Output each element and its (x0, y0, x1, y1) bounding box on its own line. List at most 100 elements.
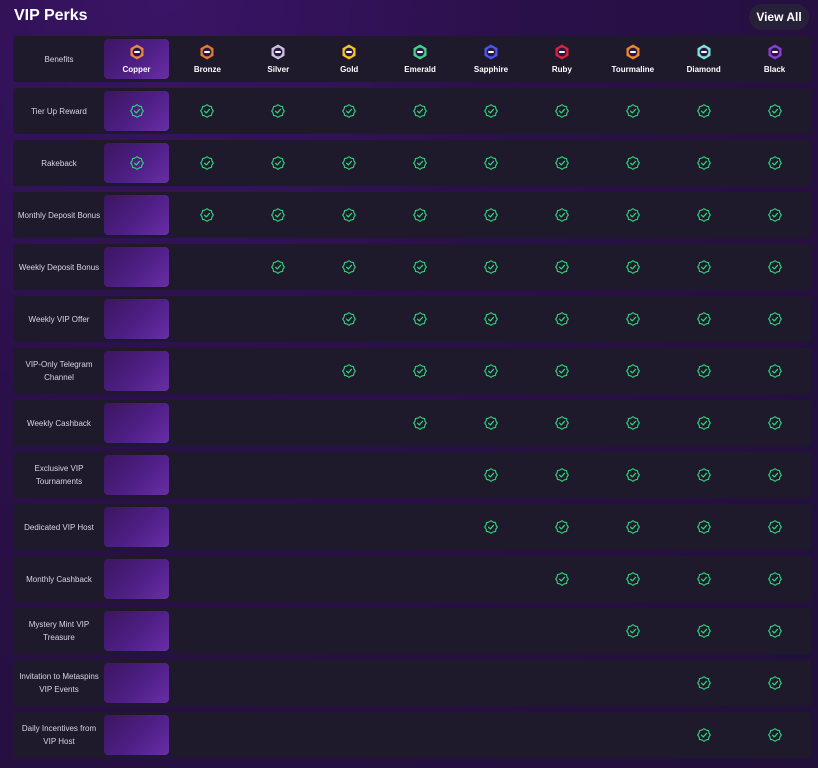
tier-name: Sapphire (473, 65, 509, 74)
perk-cell-black (739, 608, 810, 654)
tourmaline-badge-icon (626, 44, 640, 60)
perk-cell-black (739, 192, 810, 238)
table-row: Tier Up Reward (13, 88, 811, 134)
check-badge-icon (271, 104, 286, 118)
table-header-row: Benefits Copper Bronze Silver Gold Emerald Sa… (13, 36, 811, 82)
perk-cell-ruby (526, 556, 597, 602)
check-badge-icon (625, 364, 640, 378)
perk-cell-tourmaline (597, 452, 668, 498)
perk-cell-sapphire (456, 452, 527, 498)
perk-cell-tourmaline (597, 88, 668, 134)
check-badge-icon (696, 416, 711, 430)
perk-cell-ruby (526, 244, 597, 290)
check-badge-icon (484, 156, 498, 170)
check-badge-icon (555, 364, 569, 378)
perk-cell-tourmaline (597, 192, 668, 238)
perk-cell-diamond (668, 244, 739, 290)
black-badge-icon (768, 44, 782, 60)
check-badge-icon (200, 104, 215, 118)
benefits-column-header: Benefits (44, 54, 74, 64)
perk-cell-emerald (385, 192, 456, 238)
perk-cell-ruby (526, 504, 597, 550)
check-badge-icon (767, 468, 782, 482)
check-badge-icon (555, 468, 569, 482)
check-badge-icon (413, 104, 427, 118)
copper-column-highlight (104, 299, 169, 339)
check-badge-icon (696, 312, 711, 326)
table-row: Exclusive VIP Tournaments (13, 452, 811, 498)
check-badge-icon (342, 156, 357, 170)
tier-column-gold: Gold (314, 36, 385, 82)
check-badge-icon (555, 520, 569, 534)
copper-column-highlight (104, 663, 169, 703)
check-badge-icon (342, 208, 357, 222)
perk-cell-black (739, 348, 810, 394)
emerald-badge-icon (413, 44, 427, 60)
view-all-button[interactable]: View All (749, 4, 809, 30)
benefit-label: Monthly Cashback (26, 574, 92, 584)
check-badge-icon (696, 208, 711, 222)
copper-column-highlight (104, 403, 169, 443)
benefit-label: Weekly Deposit Bonus (18, 262, 100, 272)
check-badge-icon (625, 104, 640, 118)
tier-column-emerald: Emerald (385, 36, 456, 82)
check-badge-icon (200, 156, 215, 170)
perk-cell-diamond (668, 140, 739, 186)
check-badge-icon (555, 312, 569, 326)
copper-column-highlight (104, 195, 169, 235)
perk-cell-silver (243, 192, 314, 238)
table-row: Weekly Deposit Bonus (13, 244, 811, 290)
benefit-label: Invitation to Metaspins VIP Events (19, 672, 99, 694)
check-badge-icon (129, 156, 144, 170)
check-badge-icon (413, 416, 427, 430)
tier-name: Copper (122, 65, 151, 74)
check-badge-icon (555, 156, 569, 170)
silver-badge-icon (271, 44, 285, 60)
check-badge-icon (767, 728, 782, 742)
perk-cell-diamond (668, 556, 739, 602)
benefit-label: Monthly Deposit Bonus (17, 210, 101, 220)
perk-cell-black (739, 88, 810, 134)
copper-badge-icon (130, 44, 143, 60)
tier-column-diamond: Diamond (668, 36, 739, 82)
tier-name: Silver (267, 65, 290, 74)
perk-cell-diamond (668, 660, 739, 706)
perk-cell-emerald (385, 244, 456, 290)
gold-badge-icon (342, 44, 356, 60)
perk-cell-bronze (172, 88, 243, 134)
check-badge-icon (271, 156, 286, 170)
benefit-label: Dedicated VIP Host (24, 522, 94, 532)
perk-cell-diamond (668, 608, 739, 654)
check-badge-icon (555, 260, 569, 274)
check-badge-icon (767, 156, 782, 170)
perk-cell-sapphire (456, 348, 527, 394)
perk-cell-diamond (668, 400, 739, 446)
benefit-label: Tier Up Reward (31, 106, 87, 116)
check-badge-icon (767, 520, 782, 534)
perk-cell-sapphire (456, 192, 527, 238)
perk-cell-sapphire (456, 244, 527, 290)
tier-column-silver: Silver (243, 36, 314, 82)
check-badge-icon (625, 468, 640, 482)
check-badge-icon (696, 364, 711, 378)
perk-cell-tourmaline (597, 608, 668, 654)
tier-column-sapphire: Sapphire (456, 36, 527, 82)
table-row: Weekly Cashback (13, 400, 811, 446)
perk-cell-sapphire (456, 88, 527, 134)
check-badge-icon (342, 260, 357, 274)
table-row: Monthly Cashback (13, 556, 811, 602)
tier-column-tourmaline: Tourmaline (597, 36, 668, 82)
perk-cell-tourmaline (597, 140, 668, 186)
perk-cell-ruby (526, 452, 597, 498)
perk-cell-gold (314, 244, 385, 290)
table-row: VIP-Only Telegram Channel (13, 348, 811, 394)
check-badge-icon (484, 104, 498, 118)
perk-cell-black (739, 140, 810, 186)
perk-cell-gold (314, 88, 385, 134)
perk-cell-ruby (526, 192, 597, 238)
check-badge-icon (696, 572, 711, 586)
copper-column-highlight (104, 143, 169, 183)
tier-name: Emerald (404, 65, 436, 74)
check-badge-icon (767, 208, 782, 222)
perk-cell-black (739, 296, 810, 342)
